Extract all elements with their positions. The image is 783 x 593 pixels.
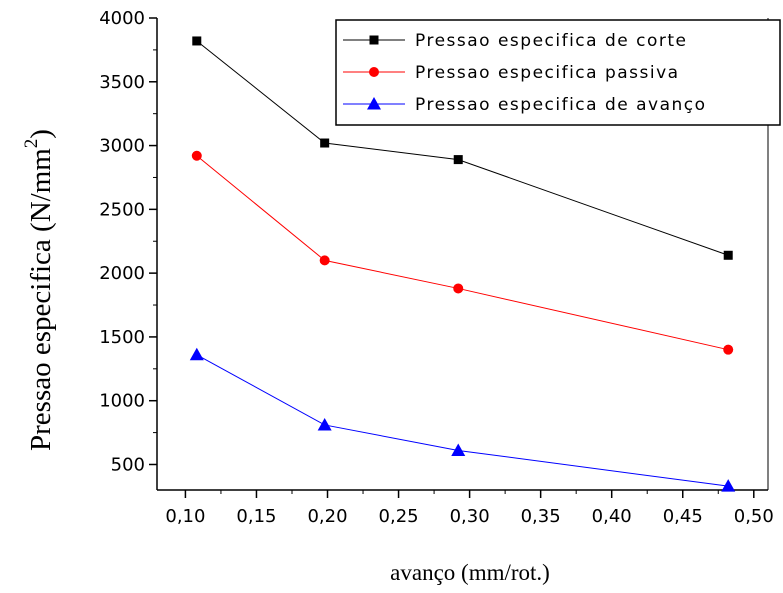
legend-marker bbox=[369, 35, 379, 45]
data-point-triangle bbox=[317, 417, 332, 431]
data-point-square bbox=[320, 138, 330, 148]
data-point-square bbox=[453, 155, 463, 165]
x-axis: 0,10 0,15 0,20 0,25 0,30 0,35 0,40 0,45 0,50 bbox=[165, 490, 774, 527]
data-point-square bbox=[192, 36, 202, 46]
legend-label: Pressao especifica de corte bbox=[415, 31, 688, 51]
y-axis-title-main: Pressao especifica (N/mm bbox=[25, 148, 57, 451]
series-line bbox=[196, 40, 729, 256]
legend-label: Pressao especifica de avanço bbox=[415, 95, 707, 115]
series-circle bbox=[191, 150, 734, 355]
x-tick-label: 0,45 bbox=[663, 506, 703, 527]
y-tick-label: 4000 bbox=[99, 8, 145, 29]
y-axis-title-superscript: 2 bbox=[21, 139, 42, 149]
y-tick-label: 1000 bbox=[99, 391, 145, 412]
legend-marker bbox=[367, 97, 381, 110]
x-tick-label: 0,50 bbox=[734, 506, 774, 527]
y-axis-title-close: ) bbox=[25, 129, 57, 139]
data-point-triangle bbox=[721, 479, 736, 492]
x-tick-label: 0,15 bbox=[236, 506, 276, 527]
legend-entry: Pressao especifica de avanço bbox=[343, 95, 707, 115]
legend-entry: Pressao especifica de corte bbox=[343, 31, 688, 51]
series-line bbox=[196, 155, 729, 351]
series-line bbox=[196, 354, 729, 487]
y-tick-label: 1500 bbox=[99, 327, 145, 348]
x-tick-label: 0,30 bbox=[450, 506, 490, 527]
legend-marker bbox=[369, 67, 379, 77]
x-tick-label: 0,10 bbox=[165, 506, 205, 527]
legend-label: Pressao especifica passiva bbox=[415, 63, 680, 83]
x-tick-label: 0,20 bbox=[307, 506, 347, 527]
data-point-circle bbox=[191, 150, 202, 161]
y-axis-title-group: Pressao especifica (N/mm2) bbox=[21, 129, 57, 451]
y-tick-label: 500 bbox=[111, 454, 145, 475]
data-point-square bbox=[723, 250, 733, 260]
y-tick-label: 2500 bbox=[99, 199, 145, 220]
y-tick-label: 3000 bbox=[99, 136, 145, 157]
y-axis-title: Pressao especifica (N/mm2) bbox=[21, 129, 57, 451]
legend-entry: Pressao especifica passiva bbox=[343, 63, 680, 83]
series-triangle bbox=[189, 347, 736, 492]
y-tick-label: 2000 bbox=[99, 263, 145, 284]
data-point-circle bbox=[723, 344, 734, 355]
x-axis-title: avanço (mm/rot.) bbox=[390, 560, 550, 585]
x-tick-label: 0,35 bbox=[521, 506, 561, 527]
y-axis: 500 1000 1500 2000 2500 3000 3500 4000 bbox=[99, 8, 157, 475]
x-tick-label: 0,40 bbox=[592, 506, 632, 527]
x-tick-label: 0,25 bbox=[379, 506, 419, 527]
legend: Pressao especifica de corte Pressao espec… bbox=[335, 19, 781, 126]
data-point-circle bbox=[453, 283, 464, 294]
legend-box bbox=[335, 19, 781, 126]
y-tick-label: 3500 bbox=[99, 72, 145, 93]
series-square bbox=[192, 36, 733, 260]
series-layer bbox=[189, 36, 736, 492]
data-point-triangle bbox=[451, 443, 466, 456]
data-point-triangle bbox=[189, 347, 204, 361]
data-point-circle bbox=[319, 255, 330, 266]
